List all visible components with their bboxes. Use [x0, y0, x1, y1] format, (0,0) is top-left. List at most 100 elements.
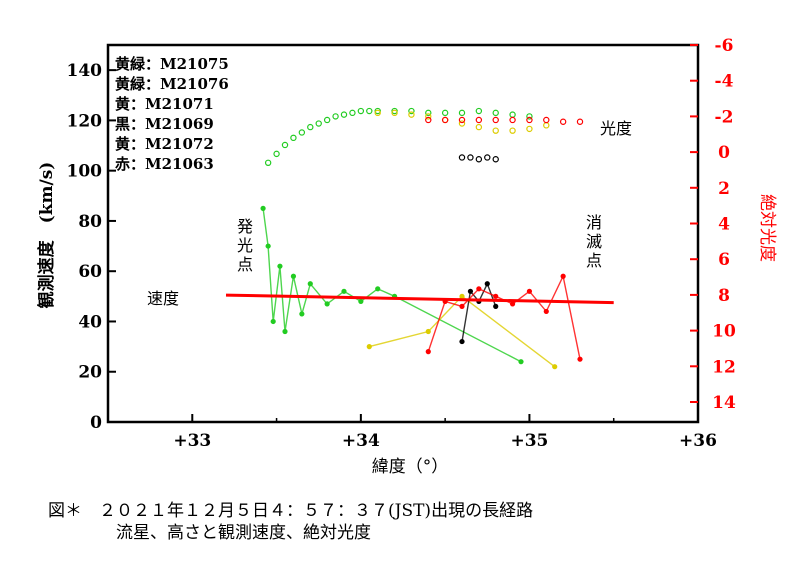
plot-frame [106, 43, 700, 424]
y-right-tick-label: -2 [715, 107, 734, 127]
y-axis-label-left: 観測速度 (km/s) [36, 162, 57, 309]
y-right-tick-label: 6 [718, 250, 730, 270]
luminosity-point [408, 111, 415, 118]
speed-point [484, 281, 490, 287]
svg-text:発光点: 発光点 [237, 217, 253, 274]
luminosity-point [484, 154, 491, 161]
annotation-speed: 速度 [147, 289, 179, 308]
speed-point [341, 288, 347, 294]
y-left-tick-label: 140 [67, 61, 103, 81]
y-right-tick-label: 2 [718, 179, 730, 199]
speed-point [375, 286, 381, 292]
luminosity-point [458, 116, 466, 124]
luminosity-point [264, 159, 272, 167]
speed-point [518, 359, 524, 365]
y-left-tick-label: 120 [67, 111, 103, 131]
speed-point [509, 301, 516, 307]
speed-point [577, 356, 583, 362]
luminosity-point [391, 109, 398, 117]
speed-point [265, 243, 271, 249]
luminosity-point [526, 113, 533, 120]
luminosity-point [509, 127, 516, 134]
luminosity-point [559, 118, 567, 125]
speed-point [270, 318, 276, 325]
luminosity-point [441, 109, 449, 117]
luminosity-point [332, 113, 339, 120]
svg-text:消滅点: 消滅点 [586, 213, 602, 270]
speed-fit-line [225, 293, 614, 305]
luminosity-point [281, 141, 289, 149]
luminosity-point [349, 109, 356, 117]
x-tick-label: +33 [173, 431, 211, 451]
annotation-end: 消滅点 [586, 213, 602, 270]
luminosity-point [315, 120, 322, 127]
luminosity-point [408, 107, 415, 115]
speed-point [358, 298, 364, 304]
y-axis-label-right: 絶対光度 [757, 194, 777, 262]
luminosity-point [492, 109, 499, 117]
y-right-tick-label: -4 [715, 72, 734, 92]
speed-series-line [427, 274, 581, 360]
speed-point [476, 286, 482, 292]
y-left-tick-label: 0 [90, 413, 102, 433]
luminosity-point [576, 118, 584, 125]
speed-point [493, 293, 499, 299]
speed-point [459, 293, 465, 299]
y-right-tick-label: 4 [718, 215, 730, 235]
y-left-tick-label: 100 [67, 162, 103, 182]
x-tick-label: +35 [510, 431, 548, 451]
luminosity-point [357, 107, 365, 115]
y-right-tick-label: -6 [715, 36, 734, 56]
speed-point [290, 273, 297, 279]
x-tick-label: +34 [342, 431, 380, 451]
luminosity-point [441, 116, 449, 124]
luminosity-point [543, 116, 550, 124]
speed-point [552, 364, 558, 370]
speed-series-line [461, 282, 497, 342]
legend-entry: 黒：M21069 [115, 115, 214, 133]
y-right-tick-label: 8 [718, 286, 730, 306]
legend-entry: 黄緑：M21075 [115, 55, 229, 73]
annotation-start: 発光点 [237, 217, 253, 274]
y-left-tick-label: 80 [78, 212, 102, 232]
speed-point [459, 338, 465, 345]
luminosity-point [323, 116, 331, 124]
luminosity-point [290, 134, 297, 142]
luminosity-point [526, 125, 533, 133]
speed-point [560, 273, 566, 279]
y-left-tick-label: 60 [78, 262, 102, 282]
luminosity-point [340, 111, 348, 118]
luminosity-point [475, 156, 483, 163]
x-axis-label: 緯度（°） [372, 457, 449, 477]
speed-series-line [369, 295, 556, 368]
speed-point [493, 303, 499, 309]
luminosity-point [458, 120, 466, 127]
luminosity-point [475, 116, 483, 124]
caption-line-2: 流星、高さと観測速度、絶対光度 [116, 523, 371, 543]
speed-point [277, 263, 283, 269]
y-left-tick-label: 40 [78, 312, 102, 332]
speed-point [425, 328, 431, 335]
luminosity-point [467, 154, 474, 161]
speed-point [459, 303, 465, 309]
annotation-luminosity: 光度 [600, 119, 632, 138]
x-tick-label: +36 [679, 431, 717, 451]
speed-point [282, 328, 288, 335]
legend-entry: 黄緑：M21076 [115, 75, 229, 93]
y-right-tick-label: 10 [712, 322, 736, 342]
speed-point [260, 205, 266, 211]
luminosity-point [425, 109, 432, 117]
luminosity-point [509, 116, 516, 124]
luminosity-point [298, 129, 306, 136]
speed-point [307, 281, 313, 287]
y-right-tick-label: 14 [712, 393, 736, 413]
chart: +33 +34 +35 +36 0 20 40 60 80 100 120 140 -6 -4 -2 0 2 4 6… [36, 36, 777, 477]
luminosity-point [458, 109, 466, 117]
speed-point [526, 288, 533, 294]
data-points-layer [225, 107, 614, 370]
luminosity-point [509, 111, 516, 118]
luminosity-point [492, 156, 499, 163]
speed-point [425, 349, 431, 355]
axes-layer: +33 +34 +35 +36 0 20 40 60 80 100 120 140 -6 -4 -2 0 2 4 6… [67, 36, 736, 451]
luminosity-point [458, 154, 466, 161]
